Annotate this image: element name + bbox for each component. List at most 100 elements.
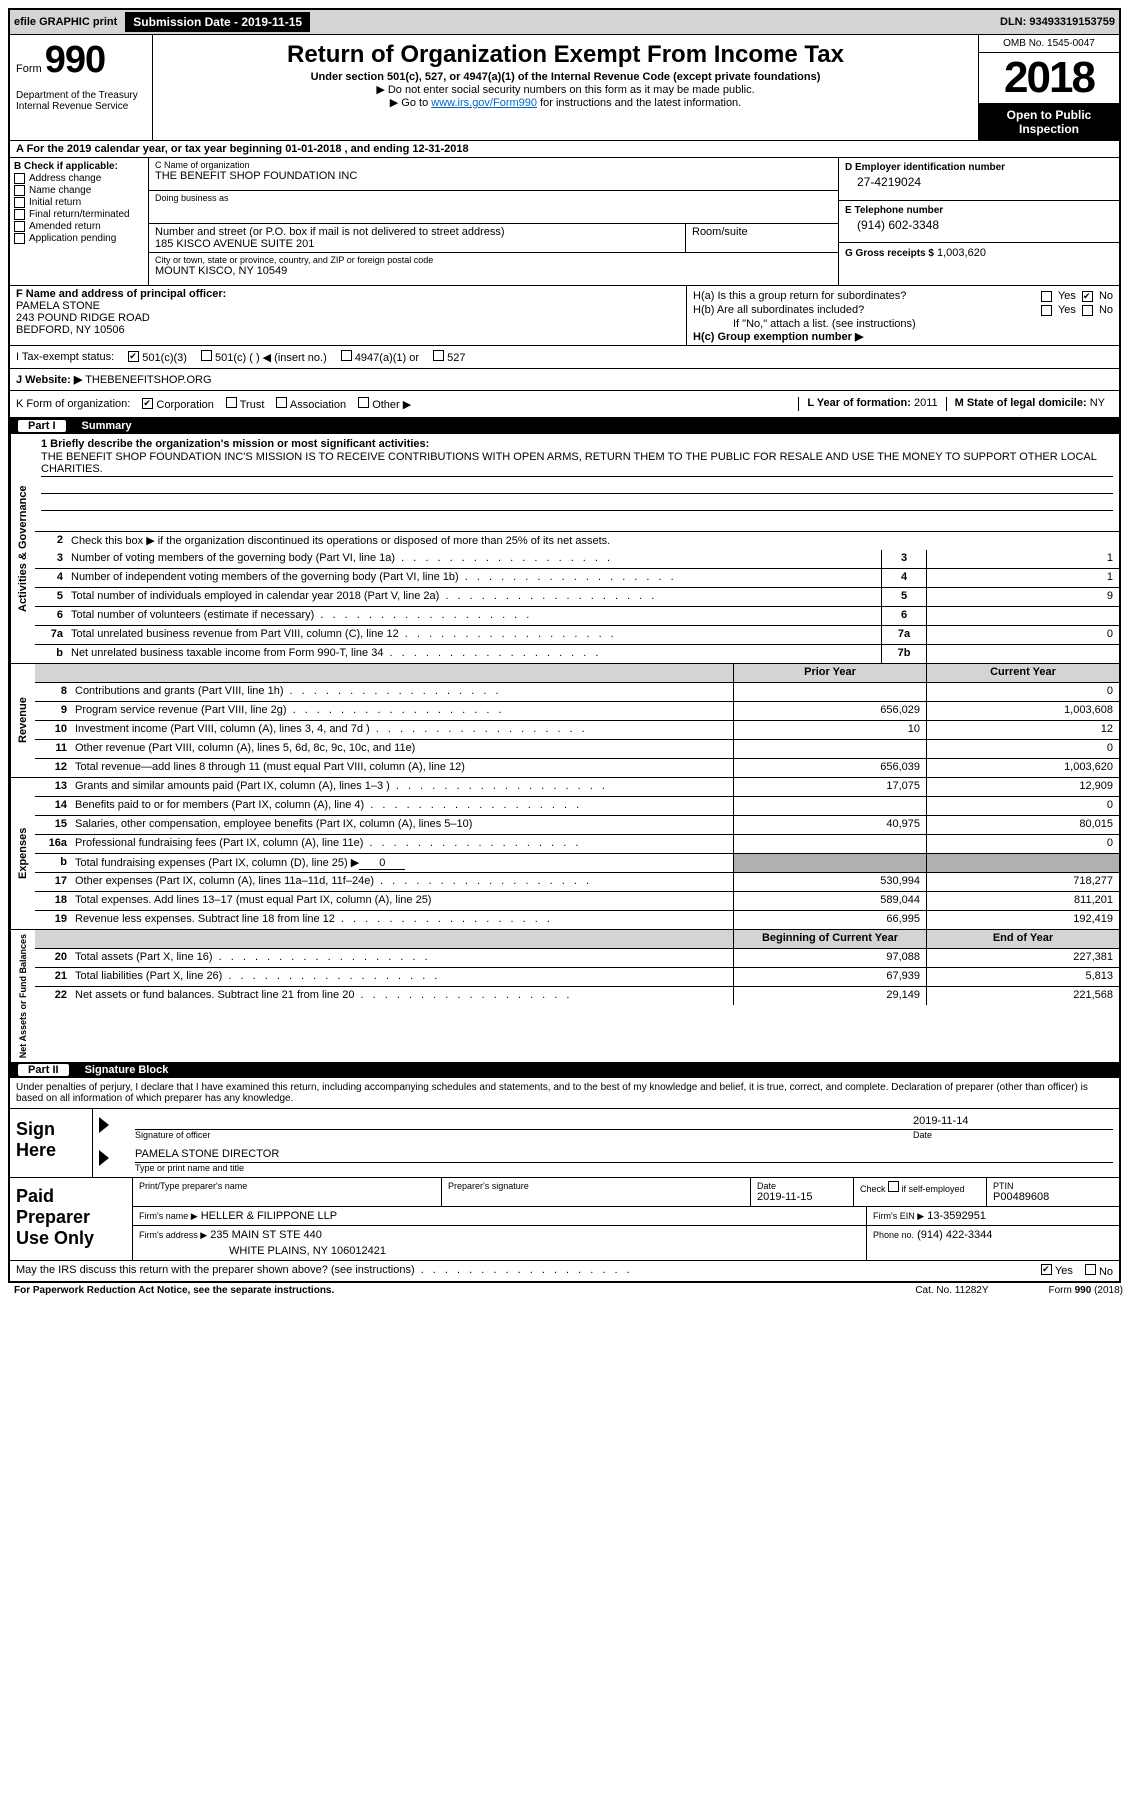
sign-here-block: Sign Here 2019-11-14 Signature of office… — [10, 1108, 1119, 1177]
form-ref: Form 990 (2018) — [1049, 1285, 1123, 1296]
l-cell: L Year of formation: 2011 — [798, 397, 945, 411]
net-header-row: Beginning of Current Year End of Year — [35, 930, 1119, 949]
checkbox-icon[interactable] — [1041, 1264, 1052, 1275]
website-val: THEBENEFITSHOP.ORG — [85, 374, 211, 386]
line-16b: bTotal fundraising expenses (Part IX, co… — [35, 854, 1119, 873]
check-application-pending[interactable]: Application pending — [14, 233, 144, 244]
tax-year: 2018 — [979, 53, 1119, 104]
header: Form 990 Department of the Treasury Inte… — [10, 35, 1119, 141]
checkbox-icon[interactable] — [128, 351, 139, 362]
gov-section: Activities & Governance 1 Briefly descri… — [10, 434, 1119, 664]
g-label: G Gross receipts $ — [845, 248, 934, 259]
form-990-page: efile GRAPHIC print Submission Date - 20… — [8, 8, 1121, 1283]
goto-pre: ▶ Go to — [390, 97, 431, 109]
line-20: 20Total assets (Part X, line 16)97,08822… — [35, 949, 1119, 968]
check-name-change[interactable]: Name change — [14, 185, 144, 196]
mission-text: THE BENEFIT SHOP FOUNDATION INC'S MISSIO… — [41, 450, 1113, 477]
checkbox-icon[interactable] — [14, 221, 25, 232]
hc-label: H(c) Group exemption number ▶ — [693, 330, 1113, 343]
ha-line: H(a) Is this a group return for subordin… — [693, 290, 1113, 302]
street-cell: Number and street (or P.O. box if mail i… — [149, 224, 685, 253]
exp-side-label: Expenses — [10, 778, 35, 929]
f-label: F Name and address of principal officer: — [16, 288, 680, 300]
header-left: Form 990 Department of the Treasury Inte… — [10, 35, 153, 140]
checkbox-icon[interactable] — [1085, 1264, 1096, 1275]
checkbox-icon[interactable] — [433, 350, 444, 361]
city-cell: City or town, state or province, country… — [149, 253, 838, 285]
ein-cell: D Employer identification number 27-4219… — [839, 158, 1119, 201]
dln-label: DLN: 93493319153759 — [1000, 16, 1115, 28]
check-if-applicable: B Check if applicable: Address change Na… — [10, 158, 149, 285]
officer-h-row: F Name and address of principal officer:… — [10, 285, 1119, 346]
check-b-header: B Check if applicable: — [14, 161, 144, 172]
checkbox-icon[interactable] — [341, 350, 352, 361]
checkbox-icon[interactable] — [14, 173, 25, 184]
note-ssn: ▶ Do not enter social security numbers o… — [161, 83, 970, 96]
checkbox-icon[interactable] — [14, 209, 25, 220]
penalties-text: Under penalties of perjury, I declare th… — [10, 1078, 1119, 1108]
dept-label: Department of the Treasury Internal Reve… — [16, 90, 146, 112]
phone-cell: E Telephone number (914) 602-3348 — [839, 201, 1119, 244]
check-amended[interactable]: Amended return — [14, 221, 144, 232]
phone-val: (914) 602-3348 — [845, 218, 1113, 232]
check-address-change[interactable]: Address change — [14, 173, 144, 184]
line-22: 22Net assets or fund balances. Subtract … — [35, 987, 1119, 1005]
efile-label[interactable]: efile GRAPHIC print — [14, 16, 117, 28]
id-col: D Employer identification number 27-4219… — [838, 158, 1119, 285]
part-2-header: Part II Signature Block — [10, 1062, 1119, 1078]
check-initial-return[interactable]: Initial return — [14, 197, 144, 208]
gov-side-label: Activities & Governance — [10, 434, 35, 663]
part-1-number: Part I — [18, 420, 66, 432]
officer-name: PAMELA STONE — [16, 300, 680, 312]
period-line: A For the 2019 calendar year, or tax yea… — [10, 141, 1119, 158]
submission-date-button[interactable]: Submission Date - 2019-11-15 — [125, 12, 310, 32]
form-number: 990 — [45, 39, 105, 81]
hb-note: If "No," attach a list. (see instruction… — [693, 318, 1113, 330]
q7a-row: 7aTotal unrelated business revenue from … — [35, 626, 1119, 645]
hb-line: H(b) Are all subordinates included? Yes … — [693, 304, 1113, 316]
checkbox-icon[interactable] — [142, 398, 153, 409]
mission-blank — [41, 494, 1113, 511]
tax-status-row: I Tax-exempt status: 501(c)(3) 501(c) ( … — [10, 346, 1119, 369]
website-row: J Website: ▶ THEBENEFITSHOP.ORG — [10, 369, 1119, 391]
e-label: E Telephone number — [845, 205, 1113, 216]
cat-no: Cat. No. 11282Y — [915, 1285, 988, 1296]
checkbox-icon[interactable] — [14, 185, 25, 196]
checkbox-icon[interactable] — [226, 397, 237, 408]
line-12: 12Total revenue—add lines 8 through 11 (… — [35, 759, 1119, 777]
q4-row: 4Number of independent voting members of… — [35, 569, 1119, 588]
officer-sig-line: 2019-11-14 — [135, 1113, 1113, 1130]
line-21: 21Total liabilities (Part X, line 26)67,… — [35, 968, 1119, 987]
checkbox-icon[interactable] — [358, 397, 369, 408]
officer-name-line: PAMELA STONE DIRECTOR — [135, 1146, 1113, 1163]
open-to-public: Open to Public Inspection — [979, 104, 1119, 140]
addr-val: 185 KISCO AVENUE SUITE 201 — [155, 238, 679, 250]
checkbox-icon[interactable] — [888, 1181, 899, 1192]
officer-block: F Name and address of principal officer:… — [10, 286, 687, 345]
note-goto: ▶ Go to www.irs.gov/Form990 for instruct… — [161, 96, 970, 109]
checkbox-icon[interactable] — [14, 233, 25, 244]
part-1-header: Part I Summary — [10, 418, 1119, 434]
line-16a: 16aProfessional fundraising fees (Part I… — [35, 835, 1119, 854]
q5-row: 5Total number of individuals employed in… — [35, 588, 1119, 607]
checkbox-icon[interactable] — [276, 397, 287, 408]
part-2-number: Part II — [18, 1064, 69, 1076]
g-val: 1,003,620 — [937, 247, 986, 259]
line-9: 9Program service revenue (Part VIII, lin… — [35, 702, 1119, 721]
checkbox-icon[interactable] — [1082, 291, 1093, 302]
dba-label: Doing business as — [155, 193, 832, 203]
net-assets-section: Net Assets or Fund Balances Beginning of… — [10, 930, 1119, 1062]
irs-link[interactable]: www.irs.gov/Form990 — [431, 97, 537, 109]
part-1-title: Summary — [82, 420, 132, 432]
checkbox-icon[interactable] — [201, 350, 212, 361]
checkbox-icon[interactable] — [1041, 291, 1052, 302]
ein-val: 27-4219024 — [845, 175, 1113, 189]
subtitle: Under section 501(c), 527, or 4947(a)(1)… — [161, 71, 970, 83]
checkbox-icon[interactable] — [1041, 305, 1052, 316]
mission-block: 1 Briefly describe the organization's mi… — [35, 434, 1119, 532]
j-label: J Website: ▶ — [16, 374, 82, 386]
checkbox-icon[interactable] — [14, 197, 25, 208]
checkbox-icon[interactable] — [1082, 305, 1093, 316]
check-final-return[interactable]: Final return/terminated — [14, 209, 144, 220]
line-8: 8Contributions and grants (Part VIII, li… — [35, 683, 1119, 702]
